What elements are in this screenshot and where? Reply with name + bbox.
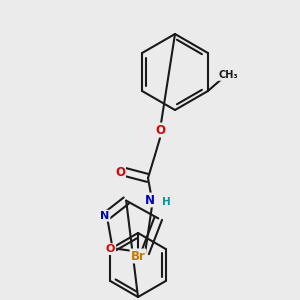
Text: O: O — [106, 244, 115, 254]
Text: O: O — [115, 166, 125, 178]
Text: Br: Br — [130, 250, 146, 262]
Text: N: N — [145, 194, 155, 206]
Text: H: H — [162, 197, 170, 207]
Text: N: N — [100, 211, 110, 221]
Text: O: O — [155, 124, 165, 136]
Text: CH₃: CH₃ — [218, 70, 238, 80]
